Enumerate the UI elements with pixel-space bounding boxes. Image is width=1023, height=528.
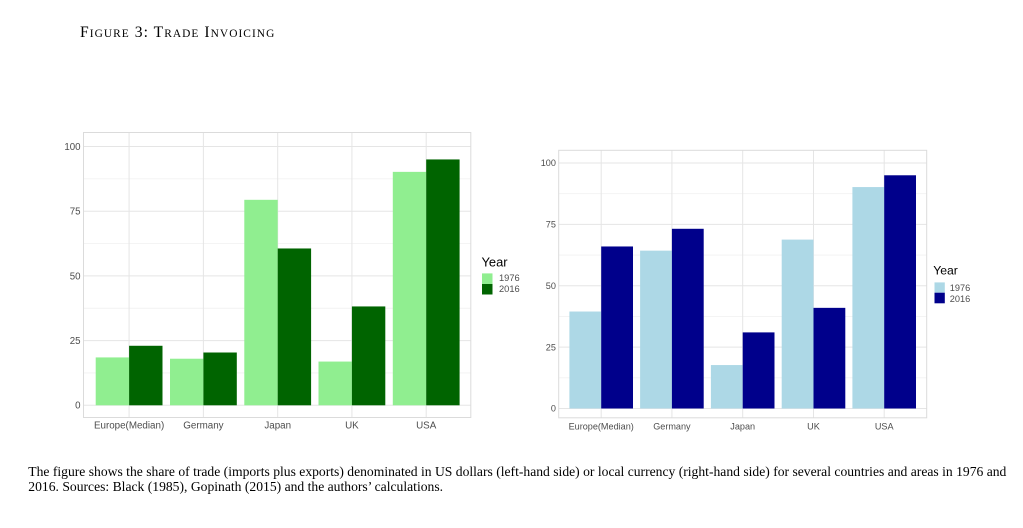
svg-text:2016: 2016 (499, 284, 520, 294)
svg-text:25: 25 (70, 336, 81, 347)
svg-text:USA: USA (416, 421, 437, 432)
svg-text:0: 0 (551, 404, 556, 414)
svg-text:100: 100 (64, 142, 81, 153)
svg-text:1976: 1976 (499, 273, 520, 283)
svg-text:Germany: Germany (183, 421, 223, 432)
svg-text:UK: UK (807, 422, 820, 432)
svg-text:Year: Year (933, 264, 958, 278)
svg-text:Europe(Median): Europe(Median) (94, 421, 164, 432)
svg-text:25: 25 (546, 342, 556, 352)
svg-text:100: 100 (541, 158, 556, 168)
svg-text:Japan: Japan (730, 422, 755, 432)
svg-text:50: 50 (546, 281, 556, 291)
svg-text:Germany: Germany (653, 422, 691, 432)
svg-text:2016: 2016 (950, 294, 970, 304)
svg-text:Europe(Median): Europe(Median) (569, 422, 634, 432)
svg-text:75: 75 (546, 220, 556, 230)
svg-text:USA: USA (875, 422, 895, 432)
svg-text:75: 75 (70, 207, 81, 218)
svg-text:0: 0 (75, 401, 81, 412)
svg-text:UK: UK (345, 421, 359, 432)
svg-text:Year: Year (482, 254, 509, 269)
svg-text:Japan: Japan (264, 421, 291, 432)
svg-text:1976: 1976 (950, 283, 970, 293)
svg-text:50: 50 (70, 271, 81, 282)
